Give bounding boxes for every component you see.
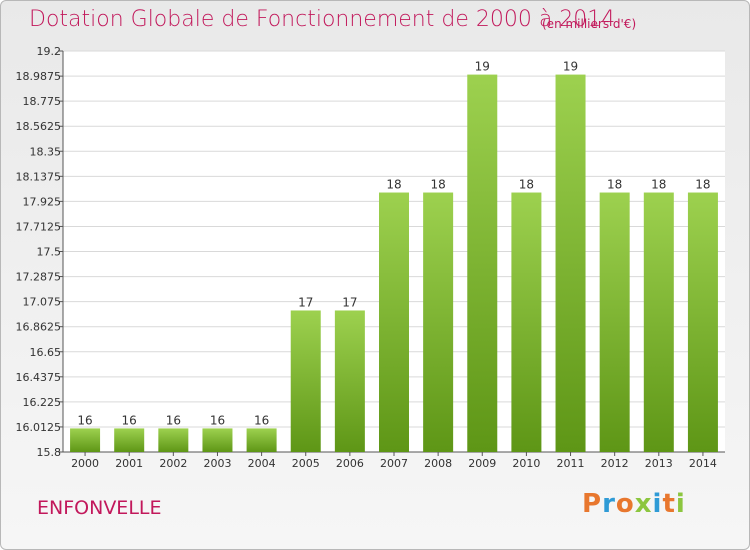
data-label: 18 — [651, 178, 666, 192]
x-tick-label: 2002 — [159, 457, 187, 470]
bar — [114, 428, 145, 452]
logo-letter: i — [652, 489, 663, 519]
bar — [70, 428, 101, 452]
x-tick-label: 2010 — [512, 457, 540, 470]
y-tick-label: 16.0125 — [16, 421, 62, 434]
y-tick-label: 15.8 — [37, 446, 62, 459]
bar — [423, 192, 454, 452]
x-tick-label: 2011 — [557, 457, 585, 470]
y-tick-label: 17.925 — [23, 195, 62, 208]
bar — [158, 428, 189, 452]
bar — [334, 310, 365, 452]
x-tick-label: 2001 — [115, 457, 143, 470]
logo-letter: t — [662, 489, 676, 519]
bar — [379, 192, 409, 452]
logo-letter: o — [615, 489, 635, 519]
bar — [687, 192, 718, 452]
x-tick-label: 2007 — [380, 457, 408, 470]
data-label: 18 — [695, 178, 710, 192]
bar — [511, 192, 542, 452]
x-tick-label: 2014 — [689, 457, 717, 470]
x-tick-label: 2006 — [336, 457, 364, 470]
x-tick-label: 2004 — [248, 457, 276, 470]
data-label: 18 — [430, 178, 445, 192]
logo-letter: x — [634, 489, 653, 519]
x-tick-label: 2005 — [292, 457, 320, 470]
y-tick-label: 18.1375 — [16, 170, 62, 183]
chart-unit: (en milliers d'€) — [542, 17, 637, 31]
y-tick-label: 17.075 — [23, 296, 62, 309]
commune-name: ENFONVELLE — [37, 497, 162, 519]
y-tick-label: 18.5625 — [16, 120, 62, 133]
x-tick-label: 2013 — [645, 457, 673, 470]
data-label: 18 — [607, 178, 622, 192]
y-tick-label: 17.7125 — [16, 220, 62, 233]
y-tick-label: 16.225 — [23, 396, 62, 409]
data-label: 16 — [166, 413, 181, 427]
logo-letter: r — [602, 489, 616, 519]
x-tick-label: 2009 — [468, 457, 496, 470]
x-tick-label: 2012 — [601, 457, 629, 470]
y-tick-label: 16.8625 — [16, 321, 62, 334]
data-label: 16 — [210, 413, 225, 427]
chart-title: Dotation Globale de Fonctionnement de 20… — [29, 7, 616, 32]
logo-letter: P — [582, 489, 603, 519]
bar — [555, 74, 586, 453]
bar — [599, 192, 630, 452]
y-tick-label: 17.2875 — [16, 271, 62, 284]
data-label: 17 — [298, 295, 313, 309]
bar — [643, 192, 674, 452]
data-label: 16 — [254, 413, 269, 427]
y-tick-label: 19.2 — [37, 45, 62, 58]
data-label: 16 — [77, 413, 92, 427]
data-label: 16 — [122, 413, 137, 427]
bar — [202, 428, 233, 452]
bar — [246, 428, 277, 452]
y-tick-label: 18.775 — [23, 95, 62, 108]
data-label: 19 — [475, 60, 490, 74]
data-label: 18 — [519, 178, 534, 192]
proxiti-logo: Proxiti — [582, 489, 686, 519]
x-tick-label: 2008 — [424, 457, 452, 470]
y-tick-label: 18.35 — [30, 145, 62, 158]
x-tick-label: 2003 — [203, 457, 231, 470]
data-label: 19 — [563, 60, 578, 74]
data-label: 17 — [342, 295, 357, 309]
y-tick-label: 17.5 — [37, 246, 62, 259]
logo-letter: i — [675, 489, 686, 519]
y-tick-label: 16.65 — [30, 346, 62, 359]
x-tick-label: 2000 — [71, 457, 99, 470]
bar — [290, 310, 321, 452]
y-tick-label: 18.9875 — [16, 70, 62, 83]
data-label: 18 — [386, 178, 401, 192]
bar — [467, 74, 498, 453]
y-tick-label: 16.4375 — [16, 371, 62, 384]
